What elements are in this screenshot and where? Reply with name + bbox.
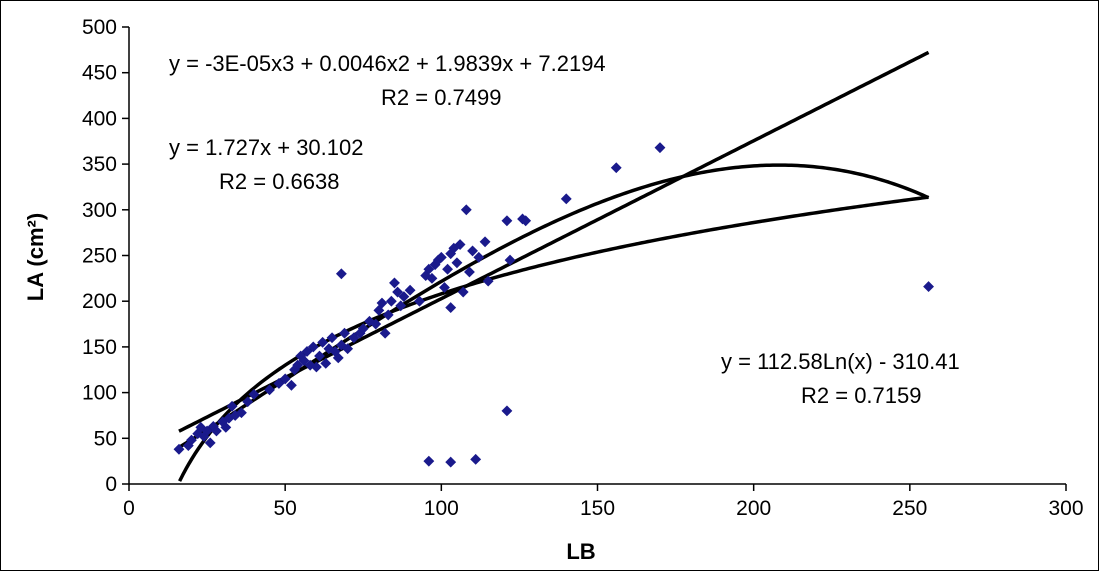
y-tick-label: 300 bbox=[82, 199, 117, 222]
data-point bbox=[307, 341, 319, 353]
data-point bbox=[482, 275, 494, 287]
data-point bbox=[204, 437, 216, 449]
y-tick-label: 50 bbox=[94, 427, 117, 450]
linear-r2-label: R2 = 0.6638 bbox=[219, 169, 339, 194]
y-tick-label: 350 bbox=[82, 153, 117, 176]
data-point bbox=[226, 400, 238, 412]
data-point bbox=[451, 257, 463, 269]
data-point bbox=[457, 286, 469, 298]
data-point bbox=[464, 266, 475, 278]
data-point bbox=[201, 425, 213, 437]
x-tick-label: 50 bbox=[273, 497, 296, 520]
data-point bbox=[279, 373, 291, 385]
data-point bbox=[376, 297, 388, 309]
data-point bbox=[389, 277, 400, 289]
data-point bbox=[317, 336, 329, 348]
data-point bbox=[467, 245, 478, 257]
y-axis-title: LA (cm²) bbox=[23, 213, 48, 301]
data-point bbox=[414, 295, 425, 307]
data-point bbox=[423, 263, 435, 275]
data-point bbox=[373, 304, 385, 316]
data-point bbox=[923, 281, 934, 293]
data-point bbox=[326, 332, 338, 344]
data-point bbox=[264, 384, 275, 396]
x-tick-label: 100 bbox=[424, 497, 459, 520]
data-point bbox=[501, 215, 513, 227]
ticks: 0 50 100 150 200 250 300 0 50 100 150 200 250 300 350 4… bbox=[82, 16, 1084, 520]
data-point bbox=[339, 327, 350, 339]
data-point bbox=[236, 407, 247, 419]
data-point bbox=[470, 453, 482, 465]
data-point bbox=[392, 286, 404, 298]
data-point bbox=[342, 343, 354, 355]
data-point bbox=[560, 193, 572, 205]
data-point bbox=[610, 162, 622, 174]
data-point bbox=[292, 359, 304, 371]
data-point bbox=[423, 455, 435, 467]
data-point bbox=[285, 379, 297, 391]
poly-r2-label: R2 = 0.7499 bbox=[381, 85, 501, 110]
y-tick-label: 150 bbox=[82, 336, 117, 359]
data-point bbox=[220, 421, 232, 433]
data-point bbox=[445, 302, 457, 314]
data-point bbox=[348, 332, 360, 344]
data-point bbox=[442, 263, 454, 275]
x-tick-label: 300 bbox=[1048, 497, 1083, 520]
data-point bbox=[320, 357, 332, 369]
x-tick-label: 250 bbox=[892, 497, 927, 520]
data-point bbox=[357, 323, 369, 335]
data-point bbox=[385, 295, 397, 307]
x-tick-label: 150 bbox=[580, 497, 615, 520]
data-point bbox=[395, 300, 407, 312]
data-point bbox=[314, 350, 325, 362]
data-point bbox=[398, 291, 410, 303]
data-point bbox=[445, 456, 457, 468]
data-point bbox=[520, 215, 532, 227]
data-point bbox=[301, 346, 313, 357]
data-point bbox=[370, 318, 382, 330]
x-tick-label: 200 bbox=[736, 497, 771, 520]
data-point bbox=[298, 355, 310, 367]
data-point bbox=[654, 142, 666, 154]
data-point bbox=[379, 327, 391, 339]
data-point bbox=[454, 239, 466, 250]
data-point bbox=[479, 236, 491, 248]
data-point bbox=[501, 405, 513, 417]
data-point bbox=[439, 282, 450, 293]
data-points bbox=[173, 142, 934, 468]
data-point bbox=[426, 272, 438, 284]
data-point bbox=[173, 443, 185, 455]
data-point bbox=[310, 361, 322, 373]
y-tick-label: 250 bbox=[82, 245, 117, 268]
data-point bbox=[186, 434, 197, 446]
log-equation-label: y = 112.58Ln(x) - 310.41 bbox=[721, 349, 960, 374]
data-point bbox=[435, 251, 447, 263]
log-r2-label: R2 = 0.7159 bbox=[801, 383, 921, 408]
data-point bbox=[248, 389, 260, 400]
y-tick-label: 450 bbox=[82, 62, 117, 85]
poly-equation-label: y = -3E-05x3 + 0.0046x2 + 1.9839x + 7.21… bbox=[169, 51, 606, 76]
data-point bbox=[242, 396, 254, 408]
data-point bbox=[332, 352, 344, 364]
data-point bbox=[404, 284, 416, 296]
data-point bbox=[473, 251, 485, 263]
data-point bbox=[504, 254, 516, 266]
data-point bbox=[273, 378, 285, 389]
y-tick-label: 200 bbox=[82, 290, 117, 313]
data-point bbox=[211, 425, 222, 437]
data-point bbox=[382, 309, 394, 321]
linear-equation-label: y = 1.727x + 30.102 bbox=[169, 135, 364, 160]
linear-trendline bbox=[178, 50, 930, 433]
y-tick-label: 0 bbox=[105, 473, 117, 496]
y-tick-label: 500 bbox=[82, 16, 117, 39]
y-tick-label: 100 bbox=[82, 382, 117, 405]
trendlines bbox=[178, 50, 930, 482]
x-tick-label: 0 bbox=[123, 497, 135, 520]
x-axis-title: LB bbox=[566, 539, 595, 564]
y-tick-label: 400 bbox=[82, 107, 117, 130]
data-point bbox=[335, 268, 347, 280]
data-point bbox=[460, 204, 472, 216]
